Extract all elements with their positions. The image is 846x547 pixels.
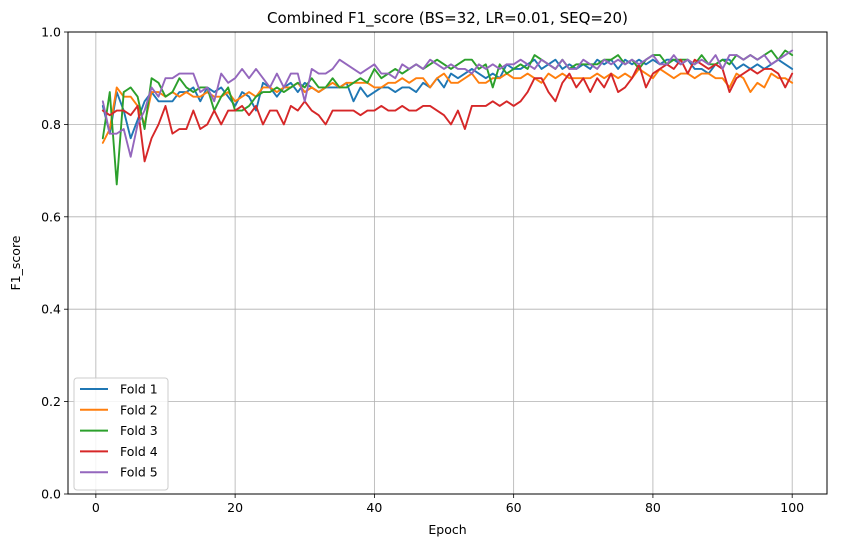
legend-label: Fold 2 <box>120 402 158 417</box>
series-line-fold-4 <box>101 58 794 163</box>
x-tick-label: 80 <box>645 500 661 515</box>
y-tick-label: 0.0 <box>41 487 61 502</box>
legend-box <box>73 377 169 491</box>
x-tick-label: 60 <box>506 500 522 515</box>
plot-frame <box>67 31 828 495</box>
y-tick-label: 0.2 <box>41 394 61 409</box>
x-tick-label: 40 <box>366 500 382 515</box>
y-tick-label: 0.4 <box>41 302 61 317</box>
y-axis-label: F1_score <box>8 235 23 290</box>
legend-label: Fold 5 <box>120 465 158 480</box>
y-tick-label: 0.6 <box>41 209 61 224</box>
y-axis-ticks: 0.0 0.2 0.4 0.6 0.8 1.0 <box>41 25 68 502</box>
legend: Fold 1 Fold 2 Fold 3 Fold 4 Fold 5 <box>73 377 169 491</box>
legend-label: Fold 3 <box>120 423 158 438</box>
x-axis-label: Epoch <box>428 522 466 537</box>
x-axis-ticks: 0 20 40 60 80 100 <box>92 494 804 515</box>
x-tick-label: 0 <box>92 500 100 515</box>
legend-label: Fold 1 <box>120 382 158 397</box>
y-tick-label: 0.8 <box>41 117 61 132</box>
chart-title: Combined F1_score (BS=32, LR=0.01, SEQ=2… <box>267 9 628 28</box>
series-layer <box>101 49 794 186</box>
x-tick-label: 100 <box>780 500 804 515</box>
x-tick-label: 20 <box>227 500 243 515</box>
series-line-fold-5 <box>101 49 794 158</box>
series-line-fold-2 <box>101 68 794 144</box>
legend-label: Fold 4 <box>120 444 158 459</box>
y-tick-label: 1.0 <box>41 25 61 40</box>
